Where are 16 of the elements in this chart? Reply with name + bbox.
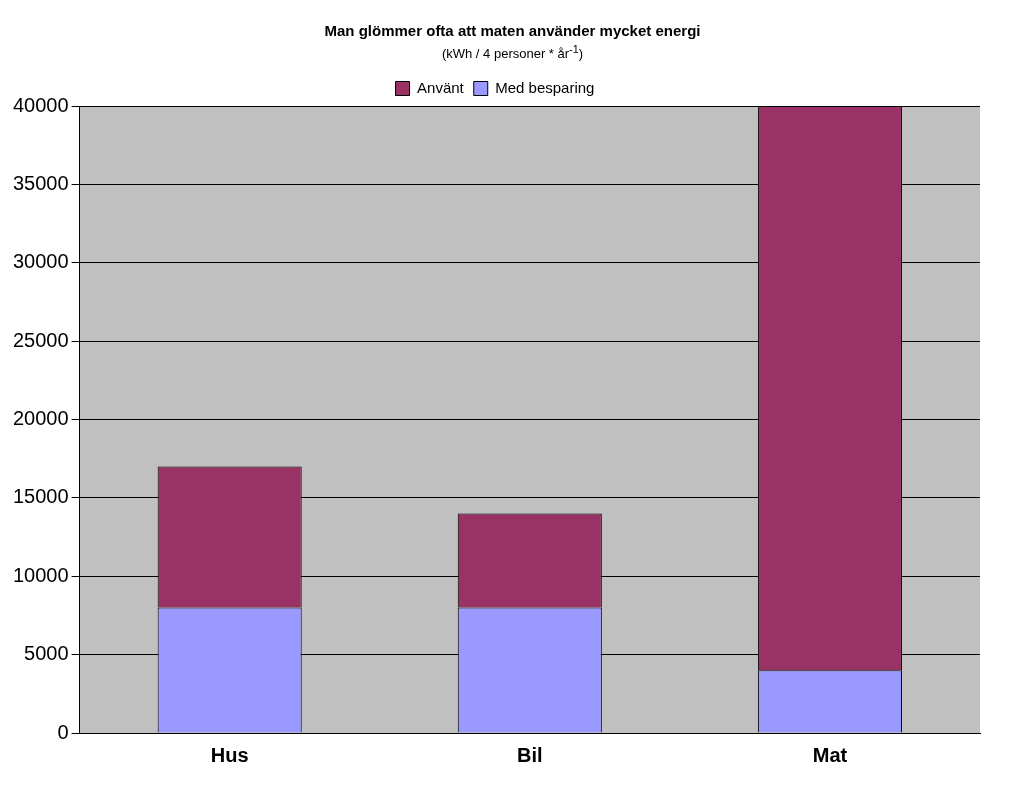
y-tick-label: 20000 — [12, 407, 69, 430]
y-tick-label: 15000 — [12, 485, 69, 508]
x-tick-label: Bil — [517, 743, 543, 766]
y-tick-label: 5000 — [24, 642, 69, 665]
y-tick-label: 30000 — [12, 250, 69, 273]
x-tick-label: Hus — [210, 743, 249, 766]
y-tick-label: 25000 — [12, 328, 69, 351]
y-tick-label: 10000 — [12, 564, 69, 587]
y-tick-label: 35000 — [12, 172, 69, 195]
legend-label: Använt — [417, 78, 465, 96]
y-tick-label: 40000 — [12, 93, 69, 116]
chart-title: Man glömmer ofta att maten använder mycket energi — [323, 22, 702, 39]
x-tick-label: Mat — [812, 743, 848, 766]
y-tick-label: 0 — [57, 720, 69, 743]
chart-subtitle: (kWh / 4 personer * år$^{-1}$) — [440, 43, 585, 62]
legend-label: Med besparing — [495, 78, 595, 96]
